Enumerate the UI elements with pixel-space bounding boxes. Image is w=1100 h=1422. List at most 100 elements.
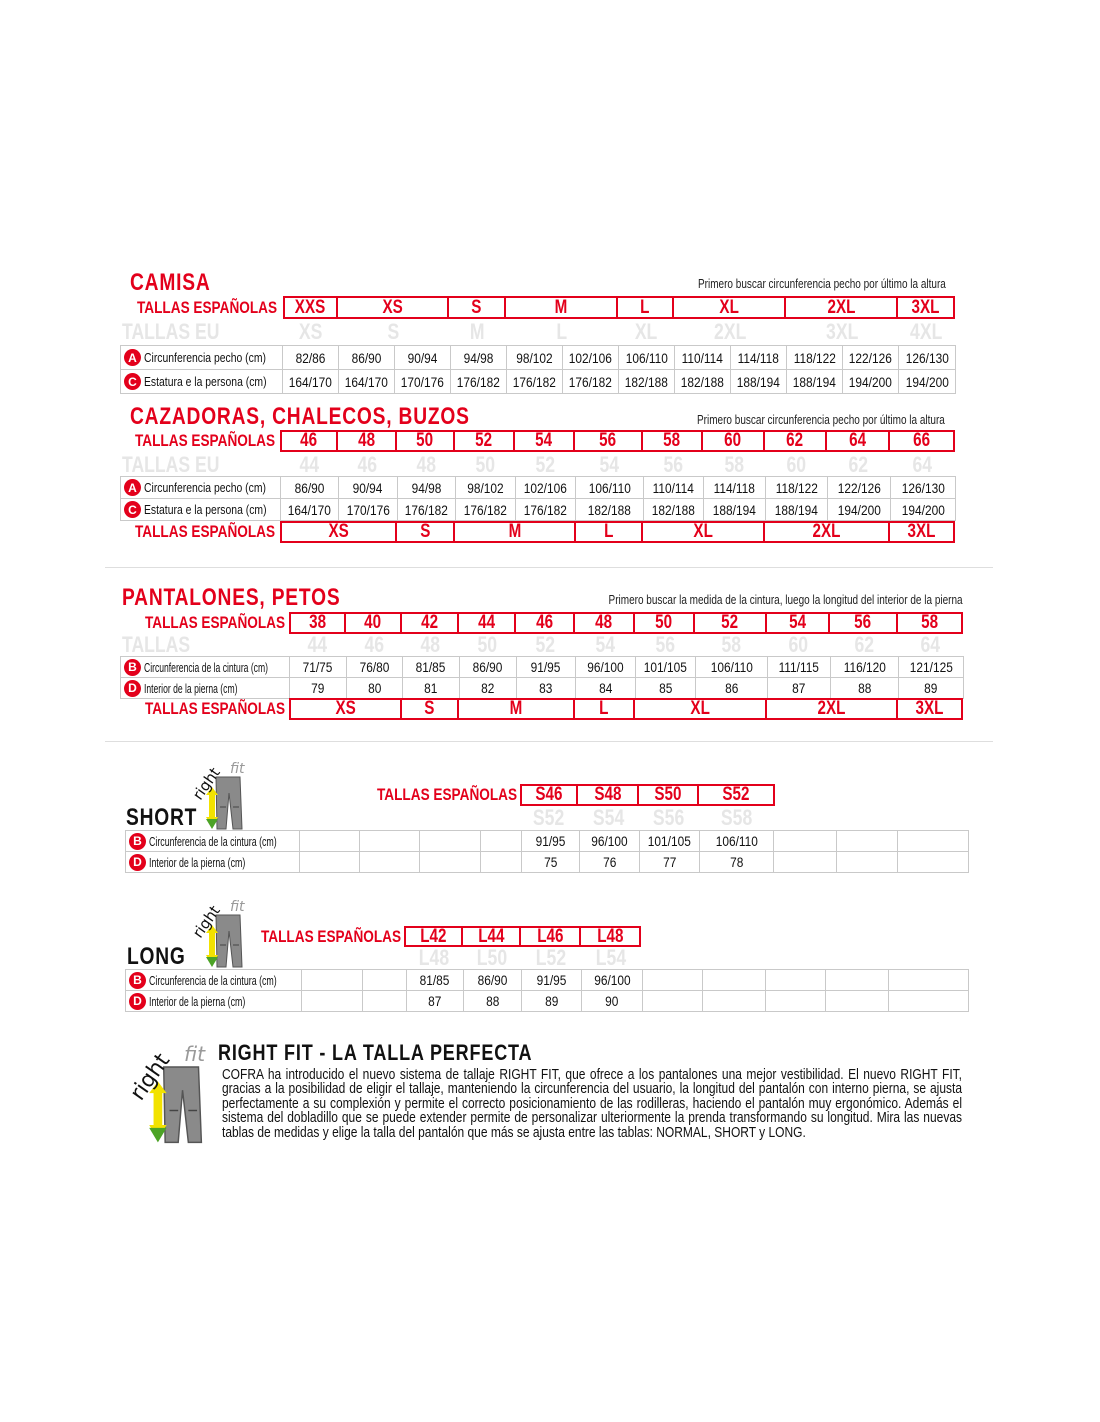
- value-cell-text: 96/100: [591, 833, 628, 849]
- eu-sizes-label-text: TALLAS: [122, 632, 191, 657]
- row-label-cell: B Circunferencia de la cintura (cm): [125, 969, 302, 991]
- value-cell: 87: [767, 677, 831, 699]
- es-size-cell-text: L46: [536, 925, 564, 947]
- length-arrow-icon: [206, 787, 218, 829]
- empty-cell: [359, 830, 420, 852]
- eu-size-cell-text: 50: [475, 451, 495, 477]
- value-cell-text: 110/114: [681, 349, 724, 366]
- badge-c-icon: C: [124, 501, 141, 518]
- value-cell: 194/200: [890, 498, 956, 521]
- eu-size-cell-text: XL: [634, 319, 658, 344]
- badge-d-icon: D: [124, 679, 141, 697]
- value-cell-text: 194/200: [905, 373, 949, 390]
- es-size-cell: 52: [695, 612, 767, 634]
- row-label: Circunferencia de la cintura (cm): [144, 659, 268, 675]
- empty-cell: [362, 969, 407, 991]
- eu-size-cell-text: 46: [357, 451, 378, 477]
- es-size-cell: 56: [830, 612, 898, 634]
- eu-size-cell-text: 54: [599, 451, 619, 477]
- value-cell: 194/200: [842, 369, 899, 394]
- eu-size-cell-text: 52: [535, 451, 555, 477]
- value-cell-text: 76/80: [359, 659, 390, 675]
- value-cell-text: 164/170: [344, 373, 389, 390]
- row-label: Circunferencia de la cintura (cm): [149, 833, 277, 849]
- row-label: Interior de la pierna (cm): [149, 993, 246, 1009]
- value-cell-text: 86/90: [351, 349, 382, 366]
- empty-cell: [825, 969, 889, 991]
- es-size-cell-text: 50: [655, 612, 673, 633]
- value-cell-text: 106/110: [588, 479, 631, 496]
- es-size-cell: 62: [765, 430, 827, 452]
- eu-size-cell: 44: [280, 452, 338, 477]
- value-cell-text: 118/122: [775, 479, 818, 496]
- value-cell: 176/182: [562, 369, 619, 394]
- value-cell-text: 71/75: [303, 659, 333, 675]
- value-cell: 106/110: [618, 345, 675, 370]
- es-size-cell: 60: [703, 430, 765, 452]
- value-cell: 82: [459, 677, 517, 699]
- eu-size-cell: 4XL: [898, 319, 955, 344]
- value-cell: 182/188: [674, 369, 731, 394]
- es-size-cell: 48: [575, 612, 635, 634]
- es-letter-size-cell-text: L: [599, 698, 609, 719]
- es-letter-size-cell-text: XL: [693, 521, 713, 542]
- eu-size-cell: 62: [830, 632, 898, 657]
- eu-sizes-label: TALLAS EU: [122, 451, 282, 477]
- eu-size-cell-text: S: [387, 319, 400, 344]
- eu-size-cell-text: S56: [653, 805, 685, 830]
- row-label-cell: B Circunferencia de la cintura (cm): [125, 830, 300, 852]
- es-size-cell: S52: [699, 784, 775, 806]
- eu-size-cell: S54: [578, 805, 639, 830]
- es-size-cell-text: 54: [535, 430, 553, 451]
- eu-size-cell: L48: [404, 945, 463, 970]
- row-label-cell: D Interior de la pierna (cm): [125, 990, 302, 1012]
- eu-size-cell: 56: [635, 632, 695, 657]
- empty-cell: [702, 990, 766, 1012]
- es-size-cell-text: S50: [654, 784, 682, 805]
- empty-cell: [299, 830, 360, 852]
- eu-size-cell-text: 62: [848, 451, 869, 477]
- value-cell-text: 101/105: [647, 833, 692, 849]
- value-cell-text: 176/182: [463, 501, 508, 518]
- section-note-text: Primero buscar circunferencia pecho por …: [698, 277, 946, 291]
- value-cell: 176/182: [506, 369, 563, 394]
- rightfit-title: RIGHT FIT - LA TALLA PERFECTA: [218, 1040, 601, 1066]
- es-letter-size-cell: XS: [289, 698, 402, 720]
- es-size-cell-text: 58: [921, 612, 938, 633]
- value-cell-text: 176/182: [568, 373, 613, 390]
- es-sizes-label-bottom-text: TALLAS ESPAÑOLAS: [134, 522, 275, 541]
- eu-size-cell-text: 50: [477, 632, 498, 657]
- value-cell: 89: [521, 990, 582, 1012]
- value-cell: 79: [289, 677, 347, 699]
- eu-size-cell-text: 64: [912, 451, 933, 477]
- section-title-camisa: CAMISA: [130, 269, 430, 296]
- eu-size-cell: XS: [283, 319, 338, 344]
- es-size-cell-text: 58: [663, 430, 681, 451]
- value-cell: 86/90: [463, 969, 522, 991]
- row-label-cell: B Circunferencia de la cintura (cm): [120, 656, 290, 678]
- value-cell: 188/194: [703, 498, 766, 521]
- section-title-camisa-text: CAMISA: [130, 269, 211, 296]
- value-cell: 90/94: [394, 345, 451, 370]
- eu-sizes-label-text: TALLAS EU: [122, 451, 220, 477]
- eu-size-cell: 48: [402, 632, 459, 657]
- value-cell: 81/85: [402, 656, 460, 678]
- row-label-cell: D Interior de la pierna (cm): [125, 851, 300, 873]
- value-cell-text: 188/194: [736, 373, 781, 390]
- value-cell-text: 76: [602, 854, 617, 870]
- row-label-cell: D Interior de la pierna (cm): [120, 677, 290, 699]
- section-title-long-text: LONG: [127, 943, 186, 970]
- es-size-cell: S50: [639, 784, 699, 806]
- es-size-cell-text: XS: [382, 296, 403, 318]
- value-cell-text: 81/85: [416, 659, 446, 675]
- value-cell-text: 82: [481, 680, 495, 696]
- eu-size-cell-text: M: [470, 319, 485, 344]
- value-cell: 75: [521, 851, 580, 873]
- badge-a-icon: A: [124, 479, 141, 496]
- empty-cell: [642, 969, 703, 991]
- empty-cell: [419, 830, 481, 852]
- es-sizes-label-text: TALLAS ESPAÑOLAS: [136, 297, 277, 317]
- es-size-cell: S48: [578, 784, 639, 806]
- es-sizes-label: TALLAS ESPAÑOLAS: [317, 784, 517, 806]
- es-size-cell: 54: [515, 430, 575, 452]
